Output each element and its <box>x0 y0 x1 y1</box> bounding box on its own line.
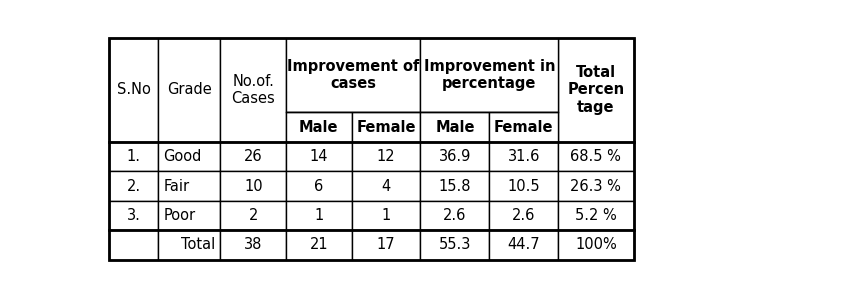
Bar <box>352 112 420 142</box>
Text: Male: Male <box>435 120 475 135</box>
Text: 14: 14 <box>310 149 328 164</box>
Bar <box>489 201 558 230</box>
Text: 26.3 %: 26.3 % <box>570 179 621 194</box>
Bar <box>558 142 634 171</box>
Bar <box>286 201 352 230</box>
Bar <box>420 171 489 201</box>
Text: 55.3: 55.3 <box>439 237 471 253</box>
Text: Male: Male <box>299 120 338 135</box>
Text: Total: Total <box>181 237 215 253</box>
Text: Grade: Grade <box>167 82 212 98</box>
Bar <box>109 38 158 142</box>
Bar <box>158 230 221 260</box>
Bar <box>109 142 158 171</box>
Text: 15.8: 15.8 <box>438 179 471 194</box>
Text: 31.6: 31.6 <box>508 149 540 164</box>
Bar <box>109 171 158 201</box>
Text: 3.: 3. <box>127 208 140 223</box>
Text: 2.: 2. <box>127 179 140 194</box>
Text: Fair: Fair <box>163 179 190 194</box>
Bar <box>221 38 286 142</box>
Bar <box>286 38 420 112</box>
Bar <box>221 230 286 260</box>
Bar <box>489 230 558 260</box>
Bar <box>558 38 634 142</box>
Bar <box>558 230 634 260</box>
Text: S.No: S.No <box>117 82 151 98</box>
Bar <box>420 201 489 230</box>
Bar <box>489 171 558 201</box>
Text: 17: 17 <box>376 237 395 253</box>
Text: 1: 1 <box>314 208 323 223</box>
Text: 1.: 1. <box>127 149 140 164</box>
Bar <box>420 112 489 142</box>
Text: Good: Good <box>163 149 202 164</box>
Bar <box>352 171 420 201</box>
Bar <box>286 112 352 142</box>
Bar <box>109 201 158 230</box>
Bar <box>109 230 158 260</box>
Bar <box>352 142 420 171</box>
Text: 1: 1 <box>382 208 391 223</box>
Text: 6: 6 <box>314 179 323 194</box>
Text: Total
Percen
tage: Total Percen tage <box>568 65 624 115</box>
Bar <box>420 142 489 171</box>
Bar <box>221 171 286 201</box>
Text: 5.2 %: 5.2 % <box>575 208 617 223</box>
Bar <box>420 38 558 112</box>
Bar <box>158 201 221 230</box>
Text: 68.5 %: 68.5 % <box>570 149 621 164</box>
Text: 4: 4 <box>382 179 391 194</box>
Bar <box>158 38 221 142</box>
Text: Poor: Poor <box>163 208 195 223</box>
Bar <box>558 171 634 201</box>
Text: 36.9: 36.9 <box>439 149 471 164</box>
Bar <box>558 201 634 230</box>
Text: Female: Female <box>494 120 553 135</box>
Bar <box>286 142 352 171</box>
Text: Improvement of
cases: Improvement of cases <box>287 59 420 91</box>
Bar <box>158 171 221 201</box>
Text: 100%: 100% <box>575 237 617 253</box>
Text: 26: 26 <box>244 149 262 164</box>
Text: 38: 38 <box>244 237 262 253</box>
Text: 12: 12 <box>376 149 395 164</box>
Text: Female: Female <box>356 120 415 135</box>
Bar <box>221 142 286 171</box>
Text: 2.6: 2.6 <box>443 208 467 223</box>
Bar <box>109 38 634 260</box>
Text: No.of.
Cases: No.of. Cases <box>232 74 275 106</box>
Bar <box>352 201 420 230</box>
Bar <box>489 142 558 171</box>
Bar <box>420 230 489 260</box>
Bar <box>286 230 352 260</box>
Text: 44.7: 44.7 <box>508 237 540 253</box>
Text: 2.6: 2.6 <box>512 208 536 223</box>
Text: 21: 21 <box>310 237 328 253</box>
Bar <box>352 230 420 260</box>
Bar <box>221 201 286 230</box>
Bar <box>489 112 558 142</box>
Text: Improvement in
percentage: Improvement in percentage <box>424 59 555 91</box>
Bar <box>286 171 352 201</box>
Text: 10: 10 <box>244 179 262 194</box>
Text: 10.5: 10.5 <box>508 179 540 194</box>
Bar <box>158 142 221 171</box>
Text: 2: 2 <box>249 208 258 223</box>
